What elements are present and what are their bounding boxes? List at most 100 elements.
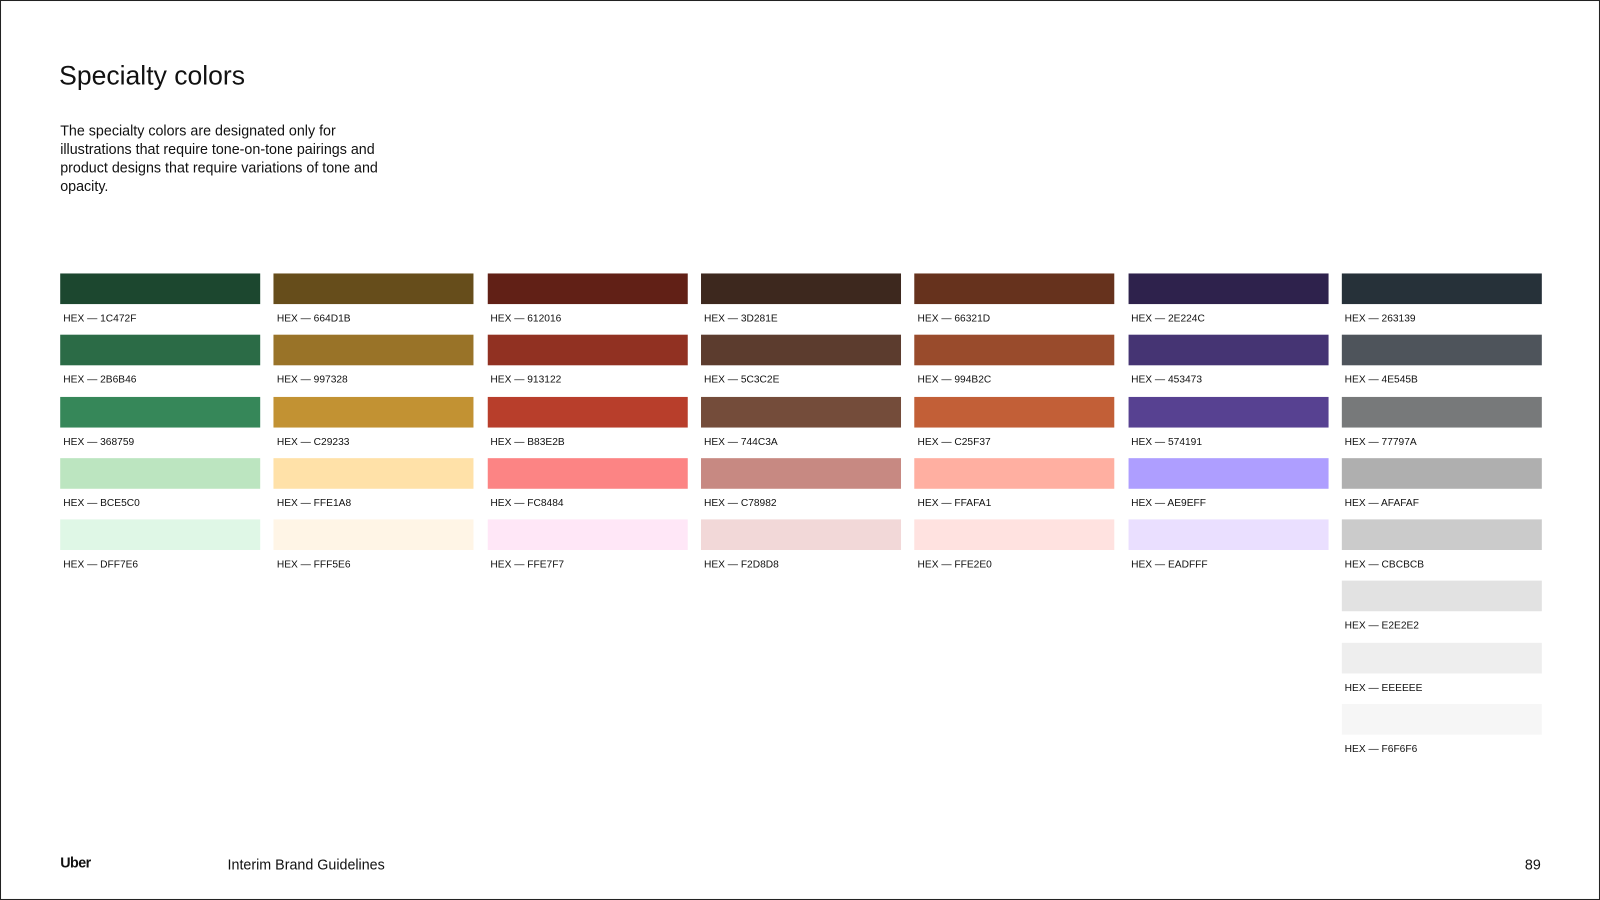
color-swatch	[914, 458, 1115, 489]
hex-label: HEX — 913122	[490, 374, 562, 387]
color-item: HEX — F2D8D8	[700, 519, 901, 582]
color-item: HEX — B83E2B	[487, 396, 688, 459]
hex-label: HEX — DFF7E6	[63, 559, 139, 571]
hex-label: HEX — 1C472F	[63, 313, 137, 325]
color-item: HEX — BCE5C0	[60, 458, 261, 520]
hex-label: HEX — 5C3C2E	[703, 374, 780, 387]
hex-label: HEX — 744C3A	[703, 436, 778, 448]
color-swatch	[1341, 396, 1542, 428]
color-item: HEX — 913122	[487, 334, 688, 397]
color-swatch	[1341, 458, 1542, 489]
color-item: HEX — AFAFAF	[1341, 458, 1542, 520]
color-swatch	[1128, 519, 1329, 551]
color-swatch	[700, 273, 901, 305]
hex-label: HEX — C78982	[703, 497, 777, 510]
color-column: HEX — 263139 HEX — 4E545B HEX — 77797A HEX …	[1341, 273, 1542, 766]
hex-label: HEX — 453473	[1131, 374, 1203, 387]
hex-label: HEX — CBCBCB	[1344, 559, 1425, 571]
color-swatch	[487, 458, 688, 489]
color-item: HEX — FFF5E6	[273, 519, 474, 582]
hex-label: HEX — 368759	[63, 436, 135, 448]
color-swatch	[273, 458, 474, 489]
color-item: HEX — CBCBCB	[1341, 519, 1542, 582]
hex-label: HEX — E2E2E2	[1344, 620, 1419, 633]
color-column: HEX — 612016 HEX — 913122 HEX — B83E2B HEX …	[487, 273, 688, 582]
color-swatch	[700, 334, 901, 366]
color-item: HEX — 263139	[1341, 273, 1542, 335]
color-item: HEX — C29233	[273, 396, 474, 459]
hex-label: HEX — FFE7F7	[490, 559, 565, 571]
hex-label: HEX — 664D1B	[276, 313, 351, 325]
hex-label: HEX — 2B6B46	[63, 374, 137, 387]
color-column: HEX — 66321D HEX — 994B2C HEX — C25F37 HEX …	[914, 273, 1115, 582]
color-item: HEX — 453473	[1128, 334, 1329, 397]
color-swatch	[60, 519, 261, 551]
hex-label: HEX — FFE2E0	[917, 559, 992, 571]
color-item: HEX — 997328	[273, 334, 474, 397]
color-item: HEX — 2B6B46	[60, 334, 261, 397]
color-swatch	[1128, 458, 1329, 489]
color-swatch	[1128, 396, 1329, 428]
color-column: HEX — 664D1B HEX — 997328 HEX — C29233 HEX …	[273, 273, 474, 582]
hex-label: HEX — C29233	[276, 436, 350, 448]
hex-label: HEX — 612016	[490, 313, 562, 325]
color-item: HEX — FFE7F7	[487, 519, 688, 582]
color-item: HEX — EEEEEE	[1341, 642, 1542, 705]
color-item: HEX — 66321D	[914, 273, 1115, 335]
hex-label: HEX — F2D8D8	[703, 559, 779, 571]
color-item: HEX — 4E545B	[1341, 334, 1542, 397]
color-swatch	[1341, 642, 1542, 674]
color-swatch	[1341, 519, 1542, 551]
hex-label: HEX — 66321D	[917, 313, 991, 325]
color-swatch	[700, 519, 901, 551]
color-item: HEX — 574191	[1128, 396, 1329, 459]
color-item: HEX — 5C3C2E	[700, 334, 901, 397]
hex-label: HEX — 997328	[276, 374, 348, 387]
uber-logo: Uber	[60, 854, 91, 871]
color-item: HEX — FFE2E0	[914, 519, 1115, 582]
color-column: HEX — 3D281E HEX — 5C3C2E HEX — 744C3A HEX …	[700, 273, 901, 582]
color-item: HEX — FC8484	[487, 458, 688, 520]
color-swatch	[1128, 334, 1329, 366]
color-swatch	[60, 273, 261, 305]
hex-label: HEX — 3D281E	[703, 313, 778, 325]
color-swatch	[1341, 334, 1542, 366]
color-swatch	[487, 396, 688, 428]
hex-label: HEX — AFAFAF	[1344, 497, 1419, 510]
color-column: HEX — 2E224C HEX — 453473 HEX — 574191 HEX …	[1128, 273, 1329, 582]
color-item: HEX — 3D281E	[700, 273, 901, 335]
color-item: HEX — 368759	[60, 396, 261, 459]
color-swatch	[60, 396, 261, 428]
hex-label: HEX — 77797A	[1344, 436, 1417, 448]
hex-label: HEX — B83E2B	[490, 436, 565, 448]
color-item: HEX — FFE1A8	[273, 458, 474, 520]
hex-label: HEX — F6F6F6	[1344, 743, 1418, 756]
color-item: HEX — DFF7E6	[60, 519, 261, 582]
hex-label: HEX — FFAFA1	[917, 497, 992, 510]
color-swatch	[60, 458, 261, 489]
hex-label: HEX — EADFFF	[1131, 559, 1208, 571]
color-item: HEX — 2E224C	[1128, 273, 1329, 335]
hex-label: HEX — FFF5E6	[276, 559, 351, 571]
color-swatch	[914, 519, 1115, 551]
color-swatch	[273, 273, 474, 305]
color-swatch	[487, 273, 688, 305]
color-swatch	[914, 273, 1115, 305]
color-swatch	[487, 334, 688, 366]
color-item: HEX — C78982	[700, 458, 901, 520]
hex-label: HEX — FFE1A8	[276, 497, 352, 510]
color-item: HEX — 77797A	[1341, 396, 1542, 459]
hex-label: HEX — EEEEEE	[1344, 682, 1423, 694]
color-item: HEX — 1C472F	[60, 273, 261, 335]
color-swatch	[914, 396, 1115, 428]
color-swatch	[273, 396, 474, 428]
page-number: 89	[1524, 856, 1541, 873]
color-item: HEX — 612016	[487, 273, 688, 335]
color-item: HEX — F6F6F6	[1341, 704, 1542, 766]
color-item: HEX — 994B2C	[914, 334, 1115, 397]
hex-label: HEX — 4E545B	[1344, 374, 1418, 387]
color-item: HEX — C25F37	[914, 396, 1115, 459]
hex-label: HEX — 263139	[1344, 313, 1416, 325]
color-item: HEX — EADFFF	[1128, 519, 1329, 582]
